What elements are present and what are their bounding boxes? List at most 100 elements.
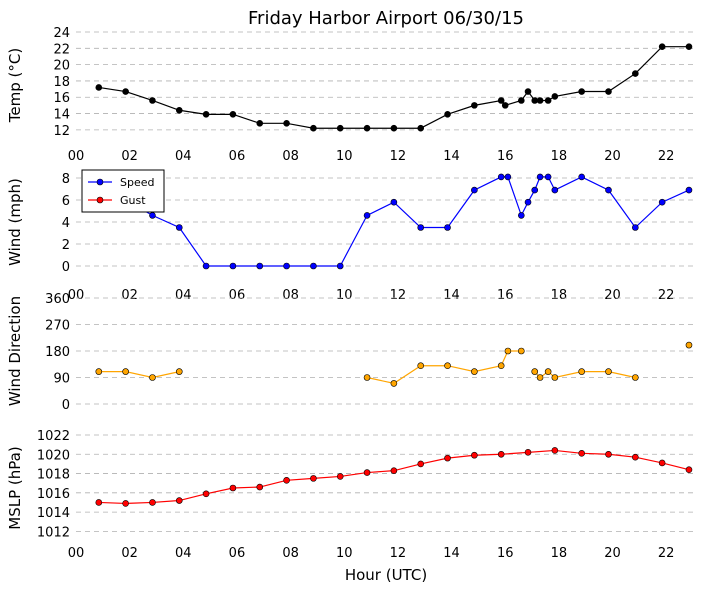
data-point [685,186,693,194]
legend-box [81,169,165,213]
y-tick-label: 2 [62,238,70,253]
data-point [685,341,693,349]
data-point [310,475,317,482]
legend-label: Speed [120,176,154,189]
x-axis-label: Hour (UTC) [345,566,427,584]
data-point [363,374,371,381]
data-point [551,186,559,194]
data-point [336,473,344,480]
x-tick-label: 06 [229,149,246,164]
x-tick-label: 22 [658,546,675,561]
data-point [149,97,156,104]
data-point [497,362,505,370]
data-point [122,368,129,375]
x-tick-label: 12 [390,288,407,303]
data-point [524,198,532,206]
y-axis-label: Wind (mph) [6,178,24,266]
data-point [444,111,451,118]
y-tick-label: 6 [62,194,70,209]
y-tick-label: 0 [62,398,70,413]
x-tick-label: 20 [604,546,621,561]
data-point [504,173,512,181]
series-line [98,371,180,379]
data-point [605,88,612,95]
data-point [336,262,344,270]
data-point [551,374,559,381]
data-point [229,111,237,118]
data-point [256,483,264,491]
data-point [605,368,612,375]
x-tick-label: 08 [282,149,299,164]
x-tick-label: 04 [175,288,192,303]
data-point [256,120,264,127]
chart-title: Friday Harbor Airport 06/30/15 [248,8,524,29]
legend-marker [96,196,104,204]
data-point [632,453,639,461]
data-point [632,70,639,77]
data-point [658,198,666,206]
data-point [283,476,290,484]
x-tick-label: 00 [68,288,85,303]
data-point [229,262,237,270]
data-point [578,450,585,457]
data-point [501,102,509,109]
y-tick-label: 270 [45,319,70,334]
y-axis-label: Temp (°C) [6,48,24,123]
data-point [685,43,693,50]
y-axis-label: Wind Direction [6,296,24,406]
y-tick-label: 22 [53,42,70,57]
x-tick-label: 10 [336,546,353,561]
data-point [471,451,478,459]
y-tick-label: 1014 [37,506,70,521]
y-tick-label: 1012 [37,525,70,540]
data-point [175,224,183,231]
data-point [578,173,585,181]
data-point [390,467,398,474]
data-point [471,368,478,375]
data-point [202,490,210,498]
data-point [202,111,210,118]
x-tick-label: 14 [443,149,460,164]
data-point [544,97,552,104]
data-point [471,186,478,194]
data-point [658,459,666,467]
data-point [531,186,539,194]
x-tick-label: 12 [390,546,407,561]
x-tick-label: 18 [551,149,568,164]
data-point [685,466,693,473]
data-point [518,97,525,104]
legend-marker [96,178,104,186]
data-point [417,224,425,231]
x-tick-label: 04 [175,546,192,561]
y-tick-label: 12 [53,124,70,139]
x-tick-label: 20 [604,149,621,164]
y-tick-label: 0 [62,260,70,275]
series-line [366,350,522,385]
data-point [444,454,451,462]
x-tick-label: 00 [68,149,85,164]
data-point [632,374,639,381]
data-point [605,186,612,194]
data-point [336,124,344,132]
legend-label: Gust [120,194,146,207]
x-tick-label: 22 [658,288,675,303]
y-tick-label: 14 [53,108,70,123]
data-point [202,262,210,270]
y-tick-label: 1016 [37,487,70,502]
data-point [363,212,371,219]
data-point [578,368,585,375]
data-point [658,43,666,50]
data-point [504,347,512,355]
data-point [363,469,371,476]
data-point [390,380,398,387]
x-tick-label: 02 [121,149,138,164]
series-line [98,176,690,267]
y-tick-label: 180 [45,345,70,360]
data-point [417,362,425,370]
x-tick-label: 10 [336,149,353,164]
data-point [417,124,425,132]
data-point [122,88,129,95]
